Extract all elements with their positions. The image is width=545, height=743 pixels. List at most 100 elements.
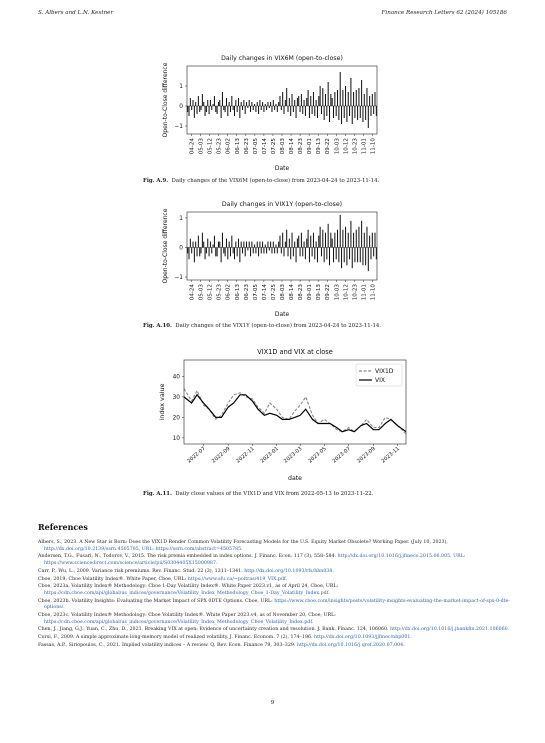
bar <box>335 247 337 260</box>
bar <box>342 90 344 106</box>
bar <box>258 106 260 114</box>
reference-link[interactable]: http://dx.doi.org/10.1016/j.jfineco.2015… <box>44 554 466 566</box>
reference-item: Cboe, 2023c. Volatility Index® Methodolo… <box>38 613 510 626</box>
x-tick-label: 11-01 <box>361 284 367 301</box>
bar <box>318 235 320 248</box>
bar <box>203 241 205 248</box>
bar <box>201 94 203 106</box>
bar <box>366 226 368 248</box>
plot-frame <box>183 359 407 445</box>
bar <box>298 96 300 106</box>
bar <box>254 104 256 106</box>
reference-link[interactable]: http://dx.doi.org/10.2139/ssrn.4505785, … <box>44 546 243 552</box>
bar <box>243 241 245 248</box>
bar <box>361 220 363 248</box>
bar <box>232 106 234 110</box>
bar <box>307 90 309 106</box>
reference-link[interactable]: https://www.cboe.com/insights/posts/vola… <box>44 598 510 611</box>
x-tick-label: 2022-07 <box>186 446 206 465</box>
bar <box>363 232 365 248</box>
reference-link[interactable]: http://dx.doi.org/10.1016/j.jbankfin.202… <box>390 627 510 633</box>
bar <box>200 106 202 110</box>
y-tick-label: 1 <box>179 216 183 222</box>
bar <box>355 90 357 106</box>
reference-link[interactable]: https://cdn.cboe.com/api/global/us_indic… <box>44 619 314 625</box>
reference-link[interactable]: http://dx.doi.org/10.1016/j.qref.2020.07… <box>296 643 405 648</box>
figure-caption-a11: Fig. A.11. Daily close values of the VIX… <box>143 491 374 497</box>
bar <box>312 92 314 106</box>
bar <box>304 247 306 260</box>
bar <box>294 241 296 248</box>
bar <box>207 100 209 106</box>
y-tick-label: 1 <box>179 84 183 90</box>
bar <box>229 106 231 112</box>
bar <box>334 92 336 106</box>
bar <box>292 106 294 112</box>
bar <box>354 247 356 263</box>
bar <box>292 247 294 257</box>
bar <box>339 72 341 106</box>
bar <box>373 247 375 257</box>
bar <box>341 106 343 124</box>
bar <box>284 241 286 248</box>
bar <box>193 247 195 263</box>
bar <box>365 106 367 120</box>
bar <box>238 98 240 106</box>
bar <box>326 106 328 116</box>
x-axis-label: Date <box>275 311 290 318</box>
x-tick-label: 09-13 <box>316 284 322 301</box>
bar <box>306 98 308 106</box>
x-tick-label: 05-23 <box>217 138 223 155</box>
page-number: 9 <box>270 700 275 706</box>
bar <box>208 106 210 114</box>
bar <box>208 247 210 257</box>
bar <box>217 241 219 248</box>
bar <box>299 247 301 257</box>
series-line-vix <box>183 393 407 433</box>
bar <box>307 229 309 248</box>
bar <box>233 106 236 116</box>
bar <box>341 247 343 269</box>
reference-link[interactable]: https://www.sfu.ca/~poitras/419_VIX.pdf. <box>187 576 288 582</box>
bar <box>330 232 332 248</box>
y-tick-label: 10 <box>173 436 181 442</box>
bar <box>359 247 361 263</box>
bar <box>315 100 317 106</box>
bar <box>326 247 328 260</box>
bar <box>330 94 332 106</box>
x-tick-label: 05-23 <box>217 284 223 301</box>
bar <box>201 232 203 248</box>
x-tick-label: 08-03 <box>280 138 286 155</box>
y-tick-label: 30 <box>173 395 181 401</box>
bar <box>263 106 265 112</box>
bar <box>262 102 264 106</box>
x-tick-label: 08-23 <box>298 138 304 155</box>
y-axis-label: Open-to-Close difference <box>162 62 169 137</box>
bar <box>209 100 211 106</box>
bar <box>290 106 292 116</box>
bar <box>351 106 353 124</box>
reference-link[interactable]: https://cdn.cboe.com/api/global/us_indic… <box>44 590 330 596</box>
bar <box>287 247 289 257</box>
bar <box>274 247 276 254</box>
reference-item: Cboe, 2023b. Volatility Insights: Evalua… <box>38 599 510 612</box>
bar <box>342 229 344 248</box>
bar <box>223 247 225 254</box>
bar <box>268 106 270 108</box>
bar <box>288 98 290 106</box>
y-tick-label: 20 <box>173 415 181 421</box>
reference-link[interactable]: http://dx.doi.org/10.1093/jjfinec/nbp001… <box>314 635 412 641</box>
reference-item: Cboe, 2019. Cboe Volatility Index®. Whit… <box>38 577 510 584</box>
bar <box>199 247 201 257</box>
bar <box>233 247 236 260</box>
bar <box>346 106 348 122</box>
x-axis-label: date <box>288 475 302 482</box>
bar <box>196 106 198 114</box>
bar <box>209 241 211 248</box>
reference-link[interactable]: http://dx.doi.org/10.1093/rfs/hhn038. <box>244 568 334 574</box>
bar <box>219 100 221 106</box>
bar <box>316 247 318 263</box>
bar <box>225 98 227 106</box>
x-tick-label: 2023-01 <box>260 446 280 465</box>
bar <box>328 106 331 122</box>
